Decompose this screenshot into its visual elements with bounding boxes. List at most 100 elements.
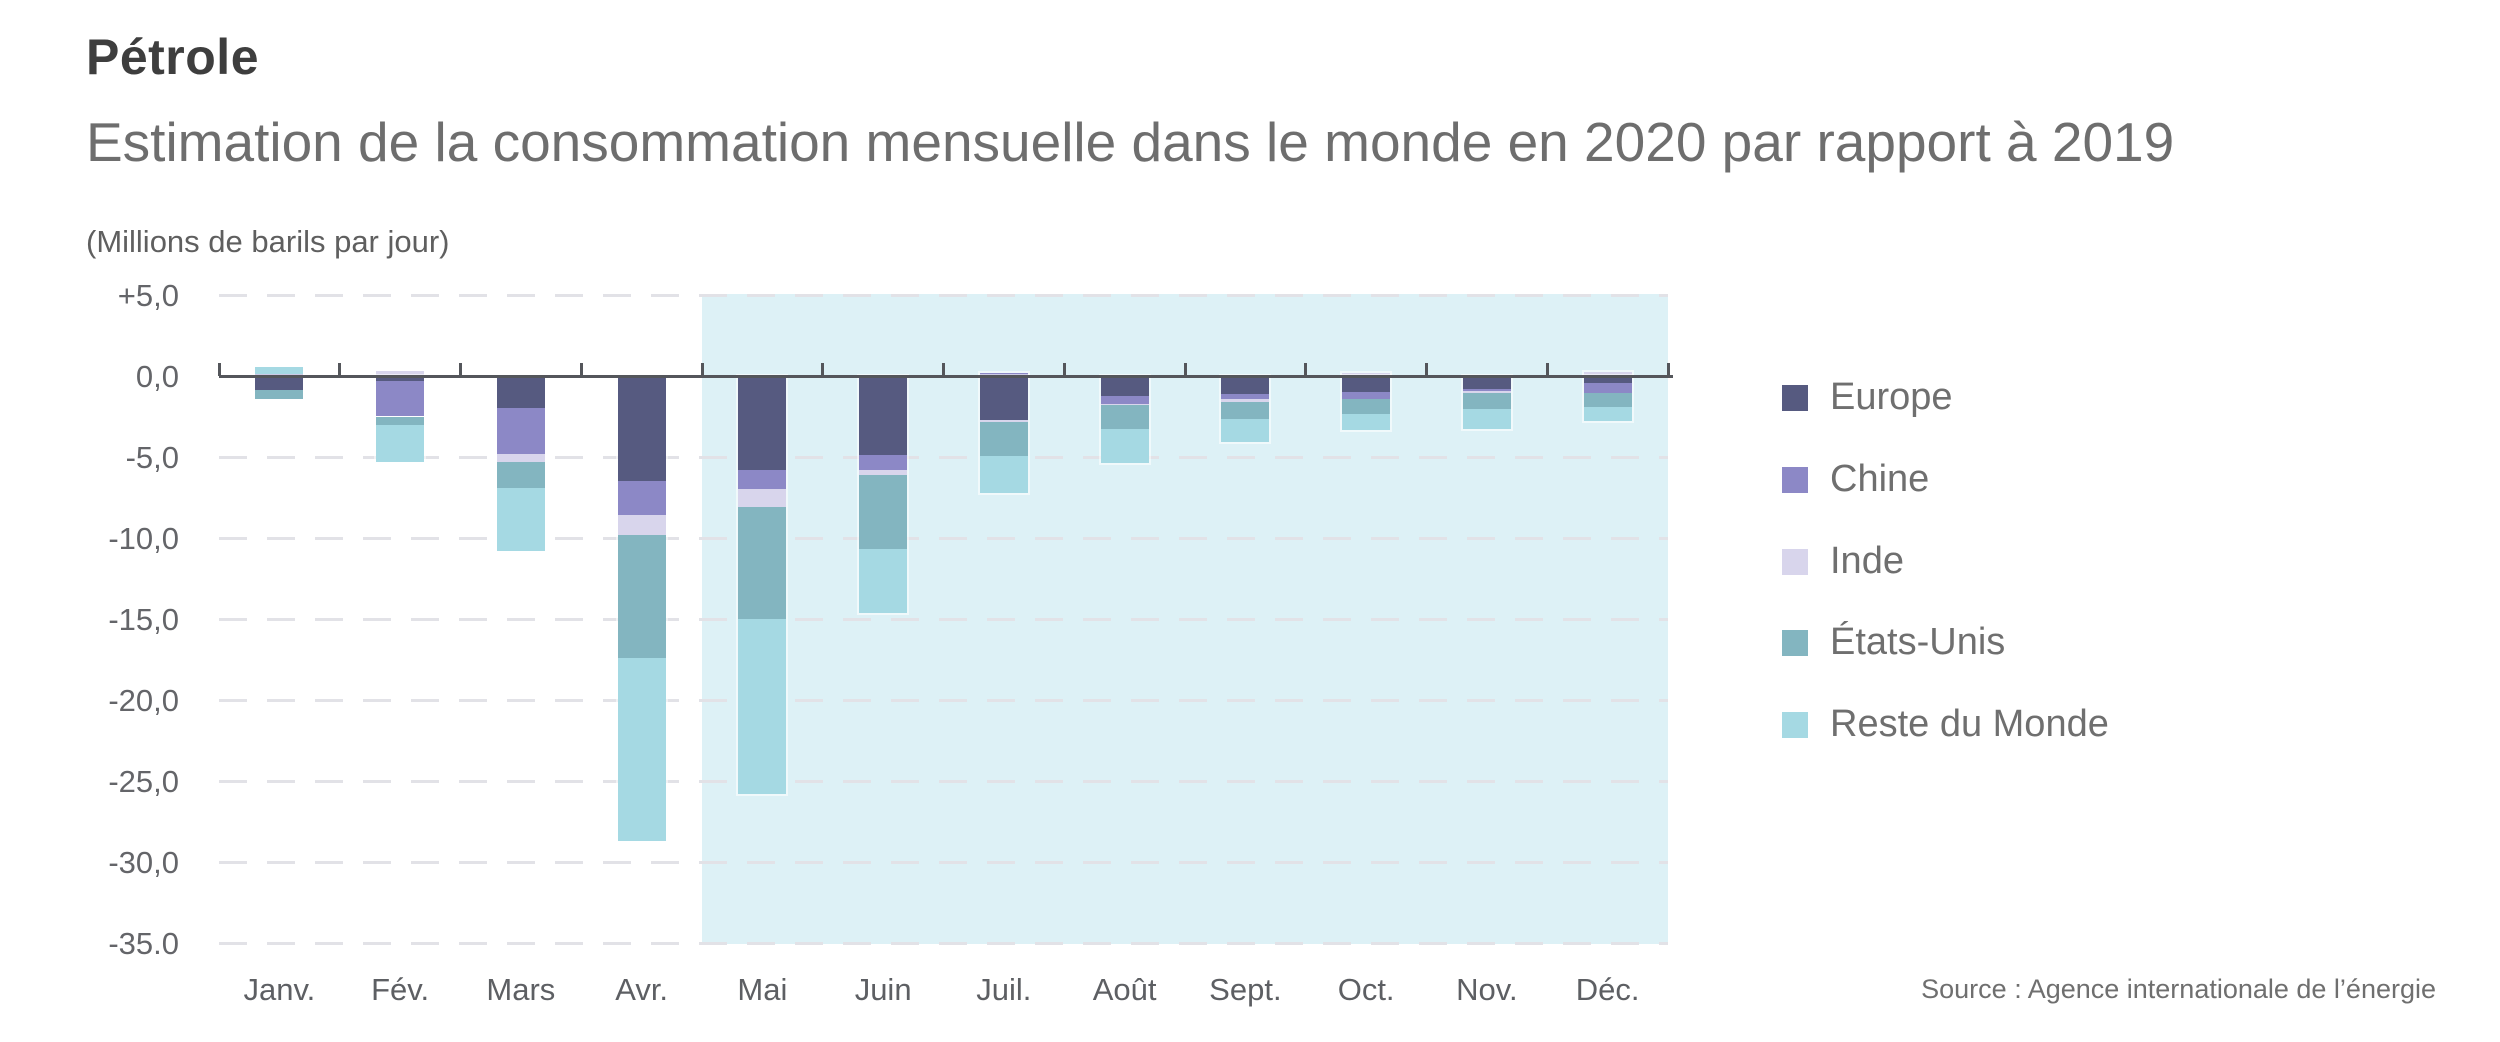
bar-segment-europe	[979, 376, 1028, 420]
legend-label: Reste du Monde	[1830, 703, 2109, 745]
bar-segment-europe	[617, 376, 666, 482]
y-axis-unit-label: (Millions de barils par jour)	[86, 224, 450, 259]
x-axis-label: Juin	[854, 972, 912, 1007]
axis-tick-mark	[579, 363, 583, 376]
bar-segment--tats-unis	[376, 416, 425, 425]
bar-segment-inde	[738, 489, 787, 508]
y-axis-tick-label: +5,0	[117, 277, 179, 313]
bar-segment-reste-du-monde	[859, 549, 908, 613]
bar-negative-stack	[859, 376, 908, 613]
bar-negative-stack	[1221, 376, 1270, 442]
axis-tick-mark	[1183, 363, 1187, 376]
bar-segment-chine	[1342, 392, 1391, 399]
bar-segment-reste-du-monde	[1100, 429, 1149, 464]
bar-positive-stack	[376, 371, 425, 376]
y-gridline	[219, 293, 1668, 297]
chart-subtitle: Estimation de la consommation mensuelle …	[86, 111, 2175, 173]
axis-tick-mark	[1062, 363, 1066, 376]
bar-segment-europe	[255, 376, 304, 390]
bar-segment-inde	[1583, 371, 1632, 376]
legend-swatch-icon	[1782, 548, 1808, 575]
source-credit: Source : Agence internationale de l’éner…	[1921, 974, 2436, 1004]
bar-segment-chine	[1583, 383, 1632, 393]
axis-tick-mark	[459, 363, 462, 376]
x-axis-label: Déc.	[1575, 972, 1640, 1007]
bar-positive-stack	[1342, 372, 1391, 376]
legend-swatch-icon	[1782, 384, 1808, 411]
bar-segment-chine	[1221, 393, 1270, 400]
bar-segment-inde	[1221, 399, 1270, 402]
bar-segment--tats-unis	[859, 474, 908, 550]
bar-segment-europe	[1583, 376, 1632, 384]
y-axis-tick-label: -5,0	[125, 439, 179, 475]
bar-segment-inde	[1100, 403, 1149, 406]
bar-segment-inde	[859, 469, 908, 475]
y-axis-tick-label: -20,0	[108, 682, 179, 718]
bar-segment-europe	[496, 376, 545, 409]
y-gridline	[219, 941, 1668, 945]
y-gridline	[219, 536, 1668, 540]
bar-negative-stack	[1583, 376, 1632, 421]
axis-tick-mark	[338, 363, 342, 376]
y-gridline	[219, 698, 1668, 702]
bar-segment-reste-du-monde	[1221, 418, 1270, 442]
x-axis-label: Janv.	[243, 972, 316, 1007]
y-gridline	[219, 455, 1668, 459]
bar-negative-stack	[1462, 376, 1511, 430]
bar-segment--tats-unis	[496, 461, 545, 488]
y-axis-tick-label: -35.0	[108, 925, 179, 961]
bar-segment-chine	[979, 372, 1028, 376]
bar-segment-inde	[376, 371, 425, 376]
bar-segment-chine	[617, 481, 666, 516]
x-axis-label: Mars	[486, 972, 556, 1007]
axis-tick-mark	[821, 363, 825, 376]
bar-segment--tats-unis	[1100, 405, 1149, 430]
axis-tick-mark	[700, 363, 704, 376]
legend-label: Chine	[1830, 458, 1930, 500]
bar-segment-reste-du-monde	[496, 487, 545, 551]
bar-segment-reste-du-monde	[617, 657, 666, 841]
bar-segment-reste-du-monde	[1342, 414, 1391, 431]
bar-segment-inde	[617, 515, 666, 535]
bar-negative-stack	[979, 376, 1028, 494]
bar-segment--tats-unis	[1462, 393, 1511, 410]
bar-segment-reste-du-monde	[255, 367, 304, 374]
axis-tick-mark	[1666, 363, 1670, 376]
y-axis-tick-label: 0,0	[135, 358, 179, 394]
y-axis-tick-label: -10,0	[108, 520, 179, 556]
bar-segment-reste-du-monde	[376, 424, 425, 462]
x-axis-label: Août	[1092, 972, 1157, 1007]
x-axis-label: Fév.	[371, 972, 430, 1007]
x-axis-label: Mai	[737, 972, 788, 1007]
bar-negative-stack	[738, 376, 787, 794]
bar-segment-chine	[376, 380, 425, 417]
y-gridline	[219, 860, 1668, 864]
bar-segment-reste-du-monde	[979, 456, 1028, 494]
bar-negative-stack	[1342, 376, 1391, 431]
bar-segment--tats-unis	[979, 422, 1028, 457]
x-axis-label: Nov.	[1456, 972, 1518, 1007]
bar-segment-chine	[738, 469, 787, 490]
y-gridline	[219, 779, 1668, 783]
bar-segment-chine	[1462, 388, 1511, 392]
x-axis-label: Avr.	[615, 972, 669, 1007]
x-axis-label: Oct.	[1337, 972, 1395, 1007]
bar-segment-chine	[859, 455, 908, 470]
bar-segment--tats-unis	[617, 534, 666, 658]
legend-label: Inde	[1830, 540, 1904, 582]
bar-segment-reste-du-monde	[1583, 406, 1632, 421]
bar-segment-europe	[859, 376, 908, 456]
bar-negative-stack	[376, 376, 425, 462]
axis-tick-mark	[1545, 363, 1549, 376]
legend-swatch-icon	[1782, 629, 1808, 656]
y-axis-tick-label: -15,0	[108, 601, 179, 637]
bar-negative-stack	[617, 376, 666, 841]
bar-segment-europe	[1221, 376, 1270, 394]
legend-item-inde: Inde	[1782, 540, 1904, 583]
legend-label: États-Unis	[1830, 621, 2006, 663]
legend-item-chine: Chine	[1782, 458, 1929, 501]
x-axis-label: Juil.	[976, 972, 1032, 1007]
bar-negative-stack	[255, 376, 304, 399]
x-axis-zero-line	[219, 374, 1673, 378]
